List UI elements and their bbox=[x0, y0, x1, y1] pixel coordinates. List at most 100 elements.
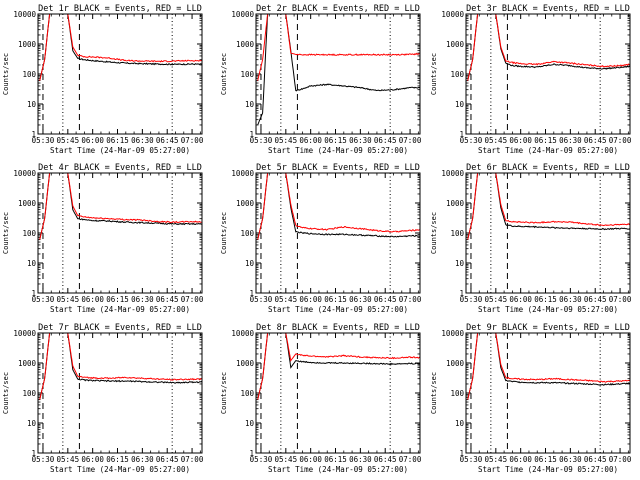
y-tick-label: 1000 bbox=[446, 359, 465, 368]
x-tick-label: 06:00 bbox=[81, 295, 104, 304]
x-tick-label: 05:45 bbox=[57, 295, 80, 304]
x-tick-label: 06:15 bbox=[324, 295, 347, 304]
y-axis-label: Counts/sec bbox=[430, 372, 438, 414]
x-tick-label: 05:45 bbox=[485, 455, 508, 464]
y-tick-label: 1000 bbox=[18, 40, 37, 49]
plot-frame bbox=[37, 13, 203, 135]
y-tick-label: 10 bbox=[245, 419, 255, 428]
series-line-lld bbox=[257, 14, 420, 81]
x-tick-label: 05:45 bbox=[485, 295, 508, 304]
x-tick-label: 05:30 bbox=[460, 295, 483, 304]
y-tick-label: 100 bbox=[22, 389, 36, 398]
plot-frame bbox=[37, 172, 203, 294]
y-tick-label: 1 bbox=[249, 289, 254, 298]
x-axis-label: Start Time (24-Mar-09 05:27:00) bbox=[50, 305, 190, 314]
x-tick-label: 06:15 bbox=[534, 136, 557, 145]
x-tick-label: 07:00 bbox=[399, 295, 422, 304]
series-line-events bbox=[39, 173, 202, 240]
y-tick-label: 1 bbox=[459, 130, 464, 139]
y-axis-label: Counts/sec bbox=[2, 212, 10, 254]
y-tick-label: 10 bbox=[455, 100, 465, 109]
x-tick-label: 06:00 bbox=[509, 136, 532, 145]
x-tick-label: 06:30 bbox=[559, 136, 582, 145]
y-tick-label: 10000 bbox=[231, 329, 254, 338]
y-tick-label: 100 bbox=[450, 389, 464, 398]
panel-det-8: Det 8r BLACK = Events, RED = LLD Counts/s… bbox=[220, 323, 422, 474]
x-axis-label: Start Time (24-Mar-09 05:27:00) bbox=[478, 465, 618, 474]
x-tick-label: 05:30 bbox=[32, 136, 55, 145]
x-tick-label: 06:30 bbox=[559, 455, 582, 464]
x-tick-label: 06:45 bbox=[156, 295, 179, 304]
x-tick-label: 06:30 bbox=[349, 136, 372, 145]
panel-title: Det 9r BLACK = Events, RED = LLD bbox=[466, 323, 630, 333]
y-tick-label: 1 bbox=[249, 449, 254, 458]
plot-frame bbox=[465, 172, 631, 294]
x-tick-label: 06:45 bbox=[156, 455, 179, 464]
y-tick-label: 10 bbox=[27, 100, 37, 109]
series-line-events bbox=[467, 14, 630, 81]
y-tick-label: 10000 bbox=[441, 169, 464, 178]
x-axis-label: Start Time (24-Mar-09 05:27:00) bbox=[50, 146, 190, 155]
series-line-lld bbox=[467, 14, 630, 81]
panel-det-5: Det 5r BLACK = Events, RED = LLD Counts/s… bbox=[220, 163, 422, 314]
y-tick-label: 100 bbox=[22, 229, 36, 238]
plot-frame bbox=[465, 332, 631, 454]
x-tick-label: 06:15 bbox=[324, 136, 347, 145]
x-axis-label: Start Time (24-Mar-09 05:27:00) bbox=[50, 465, 190, 474]
series-line-events bbox=[257, 333, 420, 400]
series-line-lld bbox=[257, 173, 420, 240]
x-tick-label: 06:15 bbox=[534, 295, 557, 304]
x-tick-label: 06:30 bbox=[559, 295, 582, 304]
panel-det-9: Det 9r BLACK = Events, RED = LLD Counts/s… bbox=[430, 323, 632, 474]
x-tick-label: 06:15 bbox=[324, 455, 347, 464]
x-tick-label: 07:00 bbox=[181, 295, 204, 304]
y-tick-label: 100 bbox=[22, 70, 36, 79]
y-tick-label: 10 bbox=[27, 259, 37, 268]
panel-title: Det 8r BLACK = Events, RED = LLD bbox=[256, 323, 420, 333]
panel-det-3: Det 3r BLACK = Events, RED = LLD Counts/s… bbox=[430, 4, 632, 155]
y-tick-label: 1000 bbox=[236, 199, 255, 208]
panel-title: Det 1r BLACK = Events, RED = LLD bbox=[38, 4, 202, 14]
y-axis-label: Counts/sec bbox=[430, 212, 438, 254]
series-line-lld bbox=[39, 173, 202, 240]
x-tick-label: 06:00 bbox=[299, 295, 322, 304]
x-tick-label: 06:00 bbox=[81, 455, 104, 464]
x-tick-label: 06:45 bbox=[374, 295, 397, 304]
y-tick-label: 1 bbox=[459, 289, 464, 298]
x-tick-label: 05:30 bbox=[250, 295, 273, 304]
y-tick-label: 1000 bbox=[236, 359, 255, 368]
x-tick-label: 06:30 bbox=[131, 136, 154, 145]
x-tick-label: 05:45 bbox=[57, 136, 80, 145]
x-tick-label: 07:00 bbox=[181, 136, 204, 145]
series-line-lld bbox=[39, 14, 202, 81]
x-tick-label: 05:30 bbox=[32, 295, 55, 304]
panel-title: Det 3r BLACK = Events, RED = LLD bbox=[466, 4, 630, 14]
y-tick-label: 1 bbox=[31, 289, 36, 298]
panel-title: Det 2r BLACK = Events, RED = LLD bbox=[256, 4, 420, 14]
x-tick-label: 06:45 bbox=[584, 136, 607, 145]
x-tick-label: 06:30 bbox=[131, 455, 154, 464]
plot-frame bbox=[465, 13, 631, 135]
x-axis-label: Start Time (24-Mar-09 05:27:00) bbox=[268, 305, 408, 314]
y-tick-label: 10000 bbox=[231, 169, 254, 178]
series-line-events bbox=[257, 173, 420, 240]
y-axis-label: Counts/sec bbox=[220, 212, 228, 254]
panel-title: Det 4r BLACK = Events, RED = LLD bbox=[38, 163, 202, 173]
x-tick-label: 06:00 bbox=[81, 136, 104, 145]
y-tick-label: 100 bbox=[450, 229, 464, 238]
y-tick-label: 100 bbox=[240, 229, 254, 238]
x-axis-label: Start Time (24-Mar-09 05:27:00) bbox=[478, 305, 618, 314]
x-tick-label: 06:15 bbox=[106, 295, 129, 304]
x-tick-label: 06:45 bbox=[374, 136, 397, 145]
x-tick-label: 06:45 bbox=[584, 455, 607, 464]
x-tick-label: 06:45 bbox=[156, 136, 179, 145]
y-tick-label: 10 bbox=[245, 259, 255, 268]
x-tick-label: 06:30 bbox=[349, 455, 372, 464]
series-line-lld bbox=[257, 333, 420, 400]
series-line-events bbox=[467, 173, 630, 240]
panel-title: Det 5r BLACK = Events, RED = LLD bbox=[256, 163, 420, 173]
y-axis-label: Counts/sec bbox=[220, 372, 228, 414]
y-tick-label: 10000 bbox=[441, 10, 464, 19]
x-tick-label: 06:00 bbox=[509, 455, 532, 464]
